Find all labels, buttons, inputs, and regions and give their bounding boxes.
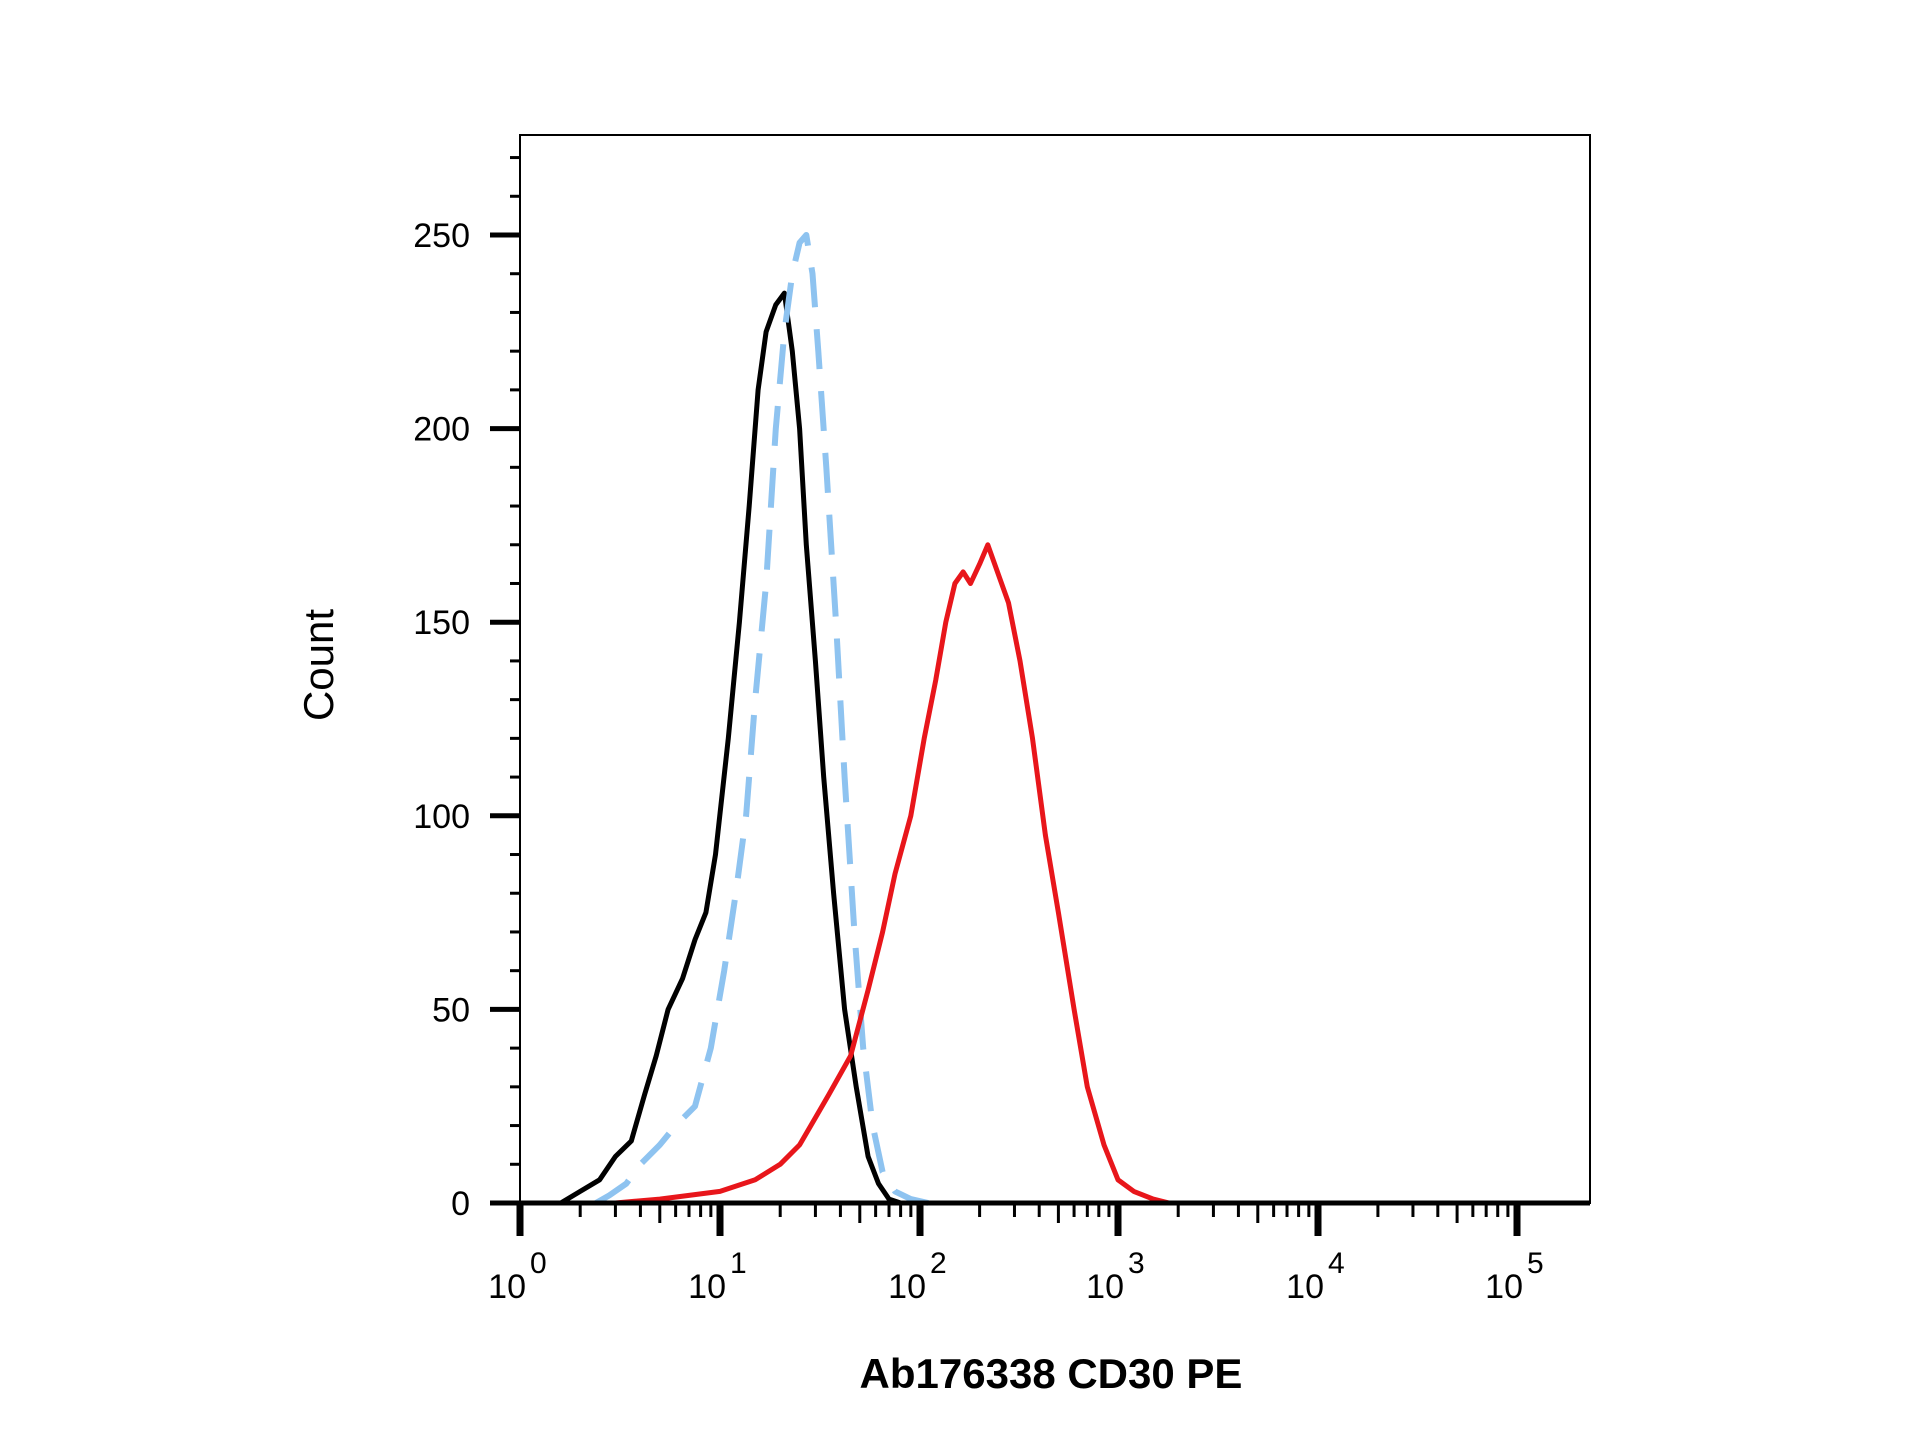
x-tick-label: 10 <box>688 1268 726 1306</box>
x-tick-base: 10 <box>888 1268 926 1306</box>
y-tick-label: 0 <box>451 1185 470 1223</box>
y-tick-label: 250 <box>413 217 470 255</box>
x-tick-exponent: 3 <box>1128 1247 1145 1280</box>
histogram-series <box>559 232 1170 1206</box>
y-tick-label: 200 <box>413 411 470 449</box>
y-axis-title: Count <box>295 609 342 721</box>
x-tick-exponent: 5 <box>1527 1247 1544 1280</box>
histogram-series-1 <box>559 290 902 1206</box>
y-axis: 0 50 100 150 200 250 <box>413 217 520 1223</box>
x-tick-base: 10 <box>1286 1268 1324 1306</box>
x-tick-label: 10 <box>1485 1268 1523 1306</box>
y-tick-label: 150 <box>413 604 470 642</box>
x-tick-base: 10 <box>1086 1268 1124 1306</box>
y-tick-label: 50 <box>432 991 470 1029</box>
x-tick-label: 10 <box>488 1268 526 1306</box>
x-tick-base: 10 <box>1485 1268 1523 1306</box>
x-tick-label: 10 <box>1086 1268 1124 1306</box>
y-axis-minor-ticks <box>510 156 520 1166</box>
x-tick-exponent: 4 <box>1328 1247 1345 1280</box>
histogram-series-2 <box>594 232 929 1206</box>
x-axis-title: Ab176338 CD30 PE <box>860 1350 1243 1397</box>
x-tick-base: 10 <box>488 1268 526 1306</box>
x-tick-exponent: 1 <box>730 1247 747 1280</box>
histogram-series-3 <box>615 542 1170 1206</box>
x-tick-exponent: 0 <box>530 1247 547 1280</box>
y-tick-label: 100 <box>413 798 470 836</box>
x-tick-base: 10 <box>688 1268 726 1306</box>
x-tick-label: 10 <box>1286 1268 1324 1306</box>
plot-frame <box>519 134 1591 1204</box>
x-tick-label: 10 <box>888 1268 926 1306</box>
x-tick-exponent: 2 <box>930 1247 947 1280</box>
